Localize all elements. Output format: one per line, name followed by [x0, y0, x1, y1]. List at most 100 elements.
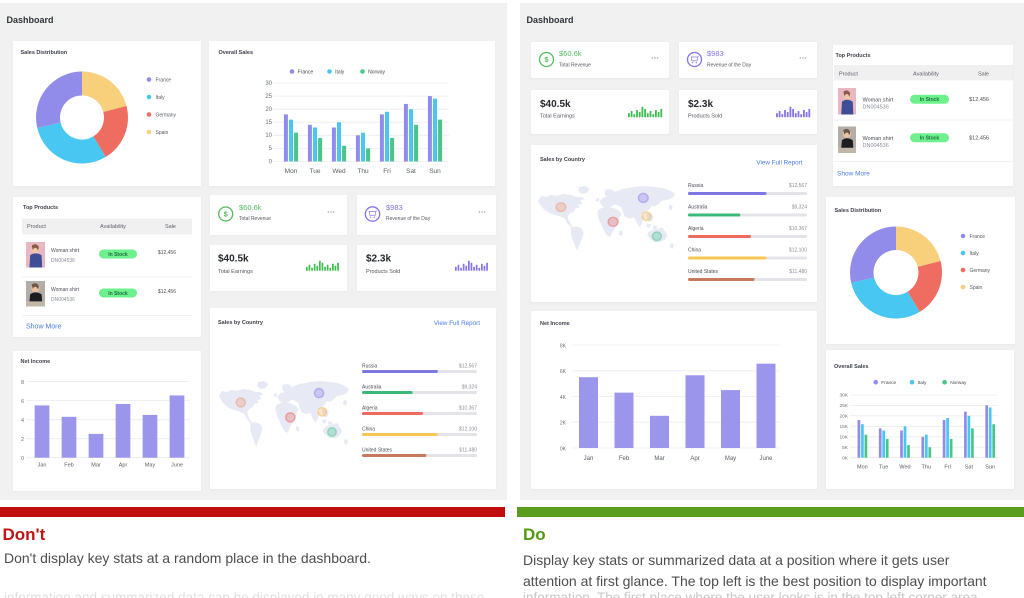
svg-text:30: 30: [265, 81, 272, 87]
svg-text:4K: 4K: [560, 395, 567, 401]
svg-text:Mar: Mar: [654, 456, 664, 462]
svg-text:20: 20: [265, 107, 272, 113]
svg-text:Products Sold: Products Sold: [366, 269, 400, 275]
svg-text:$: $: [544, 55, 549, 64]
svg-text:$40.5k: $40.5k: [540, 99, 571, 110]
svg-text:China: China: [362, 427, 375, 433]
svg-text:Australia: Australia: [362, 385, 382, 391]
svg-text:Fri: Fri: [383, 168, 391, 175]
svg-text:Availability: Availability: [100, 224, 126, 230]
svg-text:Australia: Australia: [688, 205, 708, 211]
svg-text:Algeria: Algeria: [362, 406, 378, 412]
svg-text:Products Sold: Products Sold: [688, 114, 722, 120]
svg-text:Sale: Sale: [978, 72, 989, 78]
svg-text:Woman shirt: Woman shirt: [51, 248, 80, 254]
svg-text:Woman shirt: Woman shirt: [863, 136, 894, 142]
svg-text:5: 5: [269, 146, 273, 152]
svg-text:June: June: [759, 456, 773, 462]
svg-text:$60.6k: $60.6k: [559, 49, 582, 58]
svg-text:$12,456: $12,456: [969, 136, 989, 142]
svg-text:France: France: [970, 234, 986, 240]
svg-text:Sun: Sun: [429, 168, 441, 175]
svg-text:6K: 6K: [560, 369, 567, 375]
svg-text:Total Revenue: Total Revenue: [239, 216, 271, 222]
svg-text:Total Earnings: Total Earnings: [218, 269, 253, 275]
svg-text:Total Revenue: Total Revenue: [559, 63, 591, 69]
svg-text:Wed: Wed: [332, 168, 346, 175]
svg-text:10: 10: [265, 133, 272, 139]
svg-text:15: 15: [265, 120, 272, 126]
svg-text:May: May: [145, 463, 156, 469]
svg-text:Russia: Russia: [362, 364, 378, 370]
svg-text:Italy: Italy: [335, 69, 345, 75]
svg-text:$12,567: $12,567: [459, 364, 477, 370]
svg-text:May: May: [725, 456, 736, 462]
svg-text:Spain: Spain: [156, 130, 169, 136]
svg-text:30K: 30K: [839, 393, 848, 399]
svg-text:$: $: [224, 210, 229, 219]
svg-text:0: 0: [269, 159, 273, 165]
svg-text:$12,100: $12,100: [459, 427, 477, 433]
svg-text:Feb: Feb: [619, 456, 630, 462]
svg-text:$11,480: $11,480: [789, 269, 807, 275]
svg-text:2: 2: [21, 437, 24, 443]
svg-text:Norway: Norway: [368, 69, 385, 75]
svg-text:DN004536: DN004536: [51, 297, 75, 303]
svg-text:$9,324: $9,324: [792, 205, 808, 211]
svg-text:Apr: Apr: [690, 456, 699, 462]
svg-text:20K: 20K: [839, 414, 848, 420]
svg-text:Fri: Fri: [944, 465, 950, 471]
svg-text:Russia: Russia: [688, 183, 704, 189]
svg-text:France: France: [298, 69, 314, 75]
svg-text:$2.3k: $2.3k: [688, 99, 713, 110]
svg-text:$12,100: $12,100: [789, 248, 807, 254]
svg-text:Spain: Spain: [970, 285, 983, 291]
svg-text:$983: $983: [386, 203, 403, 212]
svg-text:$2.3k: $2.3k: [366, 254, 391, 265]
svg-text:Italy: Italy: [156, 95, 166, 101]
svg-text:$9,324: $9,324: [462, 385, 478, 391]
svg-text:Total Earnings: Total Earnings: [540, 114, 575, 120]
svg-text:View Full Report: View Full Report: [434, 320, 480, 327]
svg-text:Product: Product: [839, 72, 858, 78]
svg-text:Norway: Norway: [950, 380, 967, 386]
svg-text:$983: $983: [707, 49, 724, 58]
svg-text:Wed: Wed: [899, 465, 910, 471]
svg-text:2K: 2K: [560, 421, 567, 427]
svg-text:$12,456: $12,456: [158, 289, 176, 295]
svg-text:Tue: Tue: [879, 465, 888, 471]
svg-text:5K: 5K: [842, 445, 849, 451]
svg-text:25: 25: [265, 94, 272, 100]
svg-text:0K: 0K: [842, 456, 849, 462]
svg-text:$11,480: $11,480: [459, 448, 477, 454]
svg-text:$40.5k: $40.5k: [218, 254, 249, 265]
svg-text:0: 0: [21, 456, 24, 462]
svg-text:0K: 0K: [560, 446, 567, 452]
svg-text:$10,367: $10,367: [789, 226, 807, 232]
svg-text:Product: Product: [27, 224, 46, 230]
svg-text:Thu: Thu: [357, 168, 369, 175]
svg-text:Thu: Thu: [922, 465, 931, 471]
svg-text:France: France: [156, 77, 172, 83]
svg-text:Show More: Show More: [26, 324, 62, 331]
svg-text:Italy: Italy: [918, 380, 927, 386]
svg-text:8: 8: [21, 380, 24, 386]
svg-text:4: 4: [21, 418, 24, 424]
svg-text:In Stock: In Stock: [108, 291, 128, 297]
svg-text:Jan: Jan: [584, 456, 594, 462]
svg-text:Woman shirt: Woman shirt: [863, 98, 894, 104]
svg-text:China: China: [688, 248, 701, 254]
svg-text:In Stock: In Stock: [920, 136, 940, 142]
svg-text:View Full Report: View Full Report: [756, 160, 802, 167]
svg-text:10K: 10K: [839, 435, 848, 441]
svg-text:Italy: Italy: [970, 251, 980, 257]
svg-text:Sat: Sat: [965, 465, 974, 471]
svg-text:Availability: Availability: [913, 72, 939, 78]
svg-text:Feb: Feb: [64, 463, 73, 469]
svg-text:In Stock: In Stock: [108, 252, 128, 258]
svg-text:DN004536: DN004536: [51, 258, 75, 264]
svg-text:Mar: Mar: [91, 463, 101, 469]
svg-text:Tue: Tue: [310, 168, 321, 175]
svg-text:Show More: Show More: [837, 171, 870, 178]
svg-text:Algeria: Algeria: [688, 226, 704, 232]
